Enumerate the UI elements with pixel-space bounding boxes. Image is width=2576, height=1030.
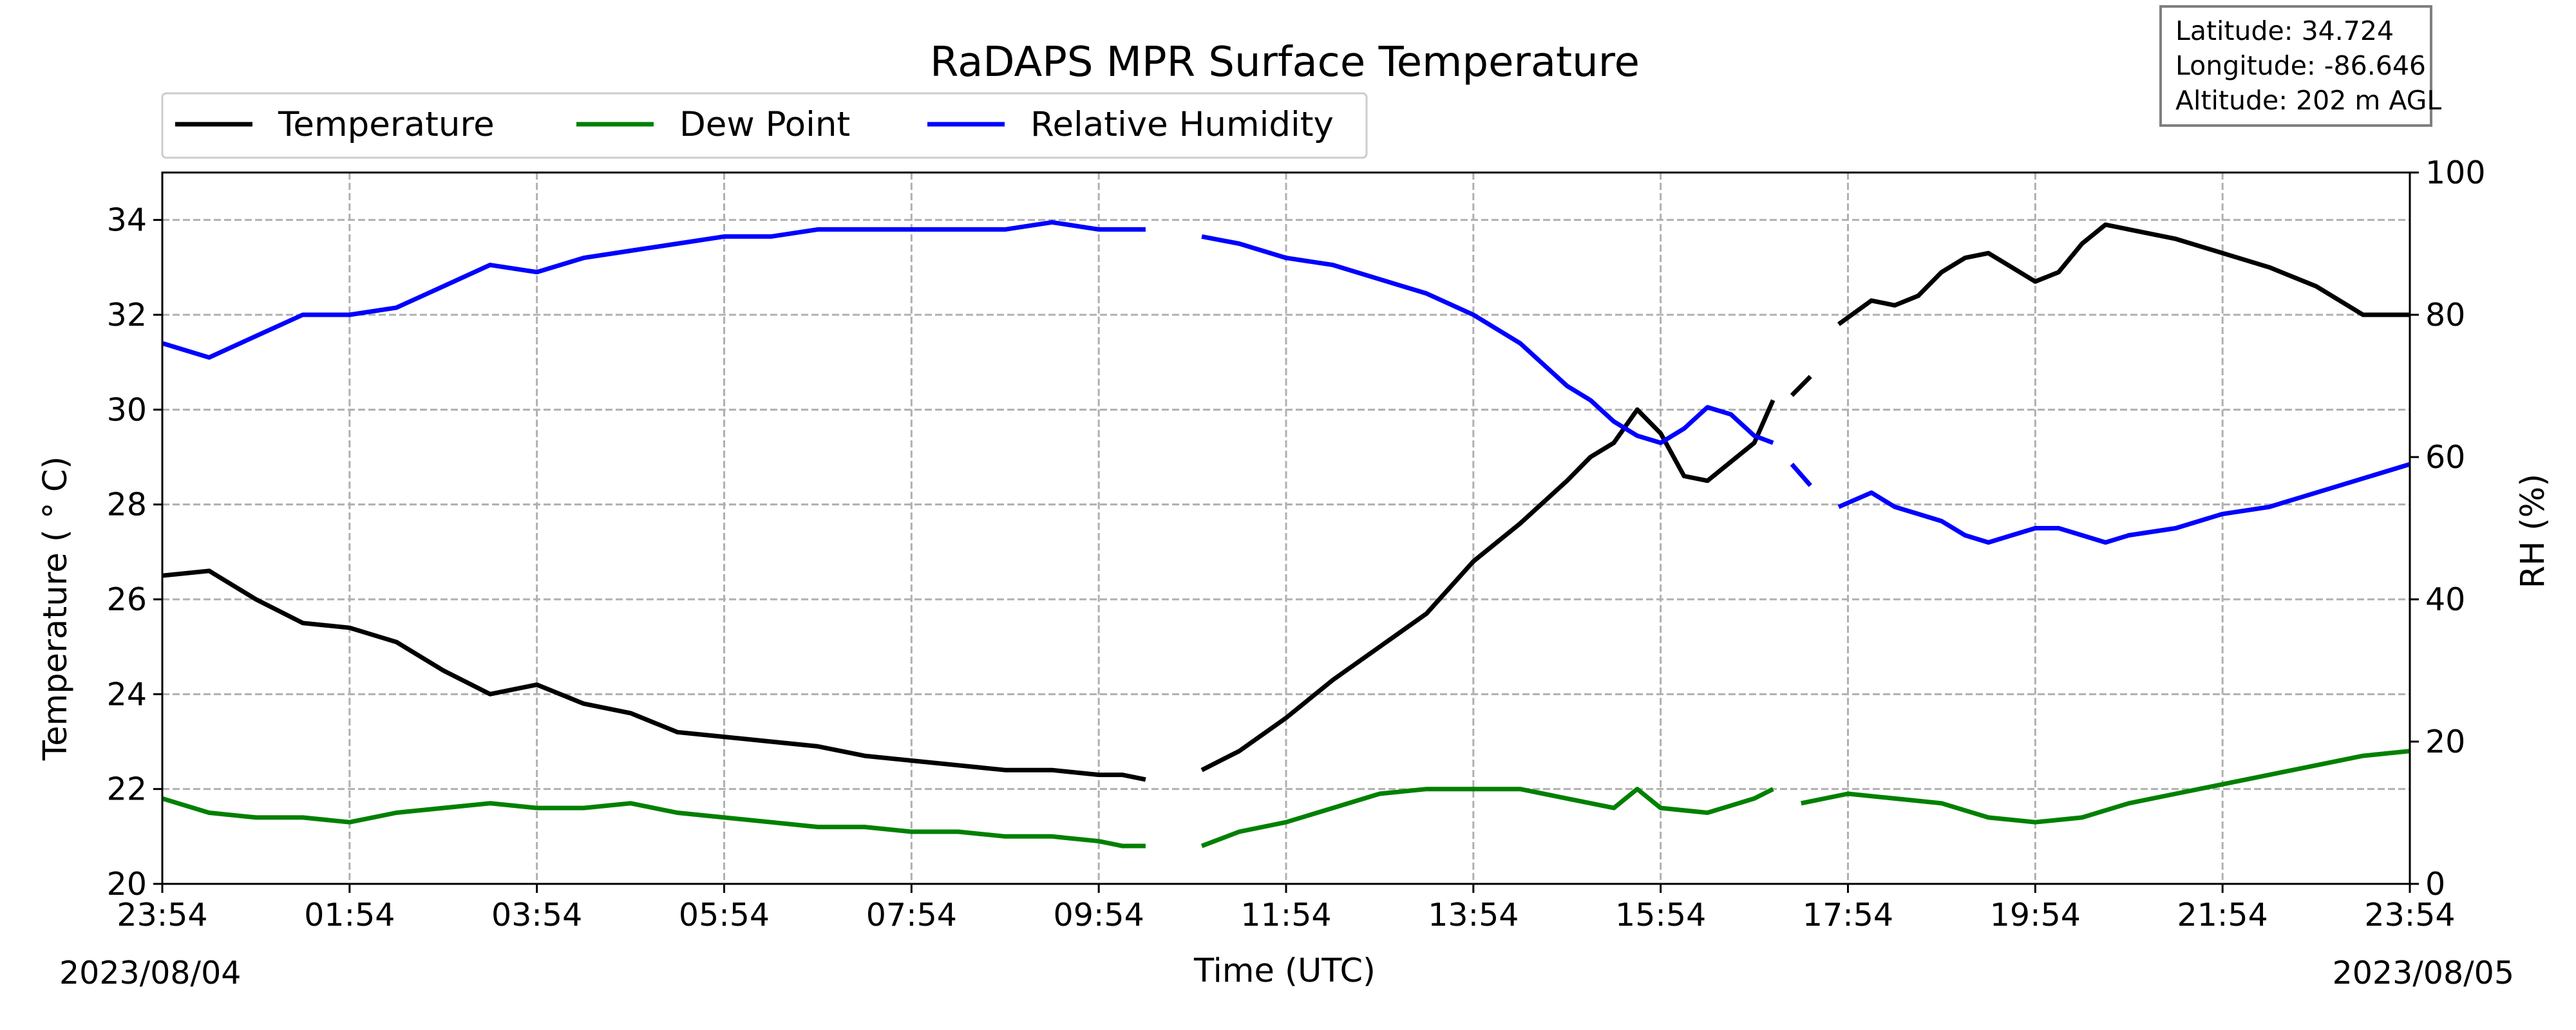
x-tick-label: 01:54 <box>304 897 395 933</box>
y-right-tick-label: 20 <box>2425 724 2465 760</box>
x-tick-label: 11:54 <box>1240 897 1331 933</box>
x-tick-label: 21:54 <box>2177 897 2268 933</box>
legend-box <box>161 92 1368 159</box>
y-right-tick-label: 40 <box>2425 581 2465 618</box>
start-date-label: 2023/08/04 <box>59 955 241 991</box>
info-longitude: Longitude: -86.646 <box>2175 50 2426 81</box>
x-tick-label: 19:54 <box>1990 897 2081 933</box>
info-latitude: Latitude: 34.724 <box>2175 15 2394 46</box>
end-date-label: 2023/08/05 <box>2333 955 2514 991</box>
y-left-tick-label: 20 <box>107 866 147 903</box>
x-tick-label: 09:54 <box>1054 897 1144 933</box>
y-axis-left-label: Temperature ( ° C) <box>37 456 75 762</box>
y-left-tick-label: 34 <box>107 202 147 239</box>
x-tick-label: 23:54 <box>2364 897 2455 933</box>
y-left-tick-label: 24 <box>107 676 147 713</box>
location-info-box: Latitude: 34.724 Longitude: -86.646 Alti… <box>2159 5 2441 127</box>
y-left-tick-label: 22 <box>107 771 147 808</box>
y-right-tick-label: 60 <box>2425 439 2465 476</box>
y-left-tick-label: 26 <box>107 581 147 618</box>
x-axis-label: Time (UTC) <box>1193 952 1376 990</box>
x-tick-label: 13:54 <box>1428 897 1519 933</box>
series-layer <box>161 220 2411 848</box>
x-tick-label: 03:54 <box>491 897 582 933</box>
axis-ticks: 23:54 01:54 03:54 05:54 07:54 09:54 11:54 13:54… <box>107 154 2486 933</box>
dew-point-line <box>161 749 2410 848</box>
y-right-tick-label: 0 <box>2425 866 2445 903</box>
x-tick-label: 07:54 <box>866 897 957 933</box>
y-right-tick-label: 80 <box>2425 297 2465 333</box>
chart-title: RaDAPS MPR Surface Temperature <box>930 39 1640 86</box>
x-tick-label: 23:54 <box>117 897 207 933</box>
legend-label-relative-humidity: Relative Humidity <box>1030 105 1334 144</box>
legend: Temperature Dew Point Relative Humidity <box>161 92 1368 159</box>
y-left-tick-label: 32 <box>107 297 147 333</box>
temperature-line <box>162 222 2410 782</box>
relative-humidity-line <box>161 220 2411 545</box>
y-right-tick-label: 100 <box>2425 154 2486 191</box>
x-tick-label: 05:54 <box>679 897 770 933</box>
y-axis-right-label: RH (%) <box>2514 474 2552 588</box>
legend-label-dew-point: Dew Point <box>679 105 850 144</box>
grid-lines <box>161 173 2411 885</box>
y-left-tick-label: 28 <box>107 487 147 523</box>
legend-label-temperature: Temperature <box>278 105 495 144</box>
y-left-tick-label: 30 <box>107 391 147 428</box>
info-altitude: Altitude: 202 m AGL <box>2175 85 2441 116</box>
x-tick-label: 15:54 <box>1615 897 1706 933</box>
info-box-frame <box>2159 5 2432 127</box>
x-tick-label: 17:54 <box>1803 897 1893 933</box>
